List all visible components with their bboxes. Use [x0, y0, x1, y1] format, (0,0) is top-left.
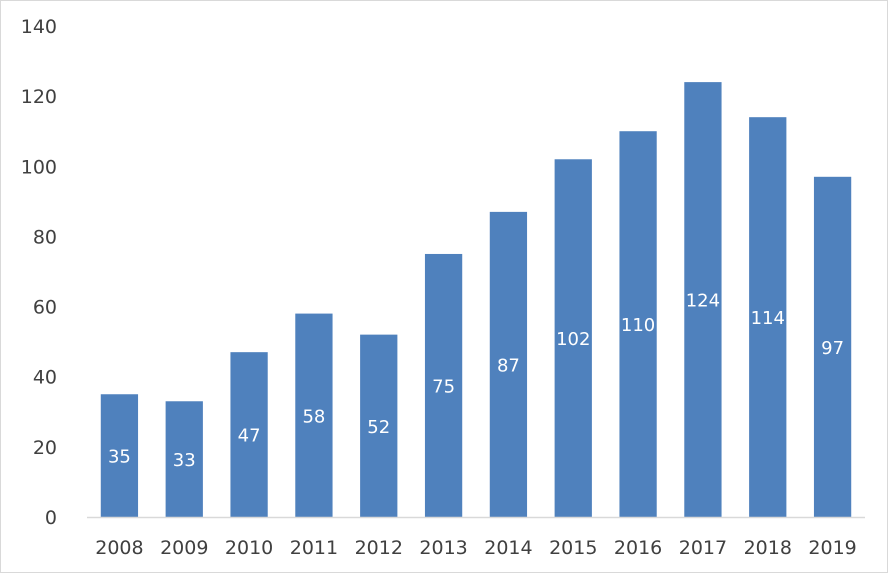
x-axis-tick-labels: 2008 2009 2010 2011 2012 2013 2014 2015 2016 2017…	[95, 537, 857, 559]
data-label: 33	[173, 450, 196, 471]
x-tick-label: 2015	[549, 537, 597, 559]
bar	[749, 117, 787, 517]
bar	[619, 131, 657, 517]
data-label: 87	[497, 355, 520, 376]
x-tick-label: 2012	[355, 537, 403, 559]
y-tick-label: 60	[33, 297, 57, 319]
y-tick-label: 0	[45, 507, 57, 529]
y-tick-label: 120	[21, 86, 57, 108]
y-tick-label: 80	[33, 226, 57, 248]
data-label: 124	[686, 291, 720, 312]
x-tick-label: 2010	[225, 537, 273, 559]
x-tick-label: 2014	[484, 537, 532, 559]
x-tick-label: 2011	[290, 537, 338, 559]
data-label: 35	[108, 447, 131, 468]
data-labels-group: 35 33 47 58 52 75 87 102 110 124 114 97	[108, 291, 844, 472]
y-tick-label: 100	[21, 156, 57, 178]
data-label: 58	[302, 406, 325, 427]
data-label: 75	[432, 376, 455, 397]
y-tick-label: 40	[33, 367, 57, 389]
bar	[165, 401, 203, 517]
x-tick-label: 2019	[808, 537, 856, 559]
x-tick-label: 2016	[614, 537, 662, 559]
y-tick-label: 20	[33, 437, 57, 459]
data-label: 47	[238, 426, 261, 447]
bar	[424, 253, 463, 517]
x-tick-label: 2017	[679, 537, 727, 559]
bar	[100, 394, 139, 517]
bar	[554, 159, 592, 517]
data-label: 52	[367, 417, 390, 438]
bar	[230, 352, 268, 517]
bar	[813, 176, 852, 518]
data-label: 114	[751, 308, 785, 329]
y-axis-tick-labels: 0 20 40 60 80 100 120 140	[21, 16, 57, 529]
x-tick-label: 2018	[744, 537, 792, 559]
bars-group	[100, 82, 852, 518]
data-label: 110	[621, 315, 655, 336]
x-tick-label: 2013	[419, 537, 467, 559]
data-label: 97	[821, 338, 844, 359]
x-tick-label: 2008	[95, 537, 143, 559]
bar	[295, 313, 333, 517]
y-tick-label: 140	[21, 16, 57, 38]
x-tick-label: 2009	[160, 537, 208, 559]
bar	[360, 334, 398, 517]
bar	[684, 82, 722, 517]
data-label: 102	[556, 329, 590, 350]
bar	[489, 211, 528, 517]
